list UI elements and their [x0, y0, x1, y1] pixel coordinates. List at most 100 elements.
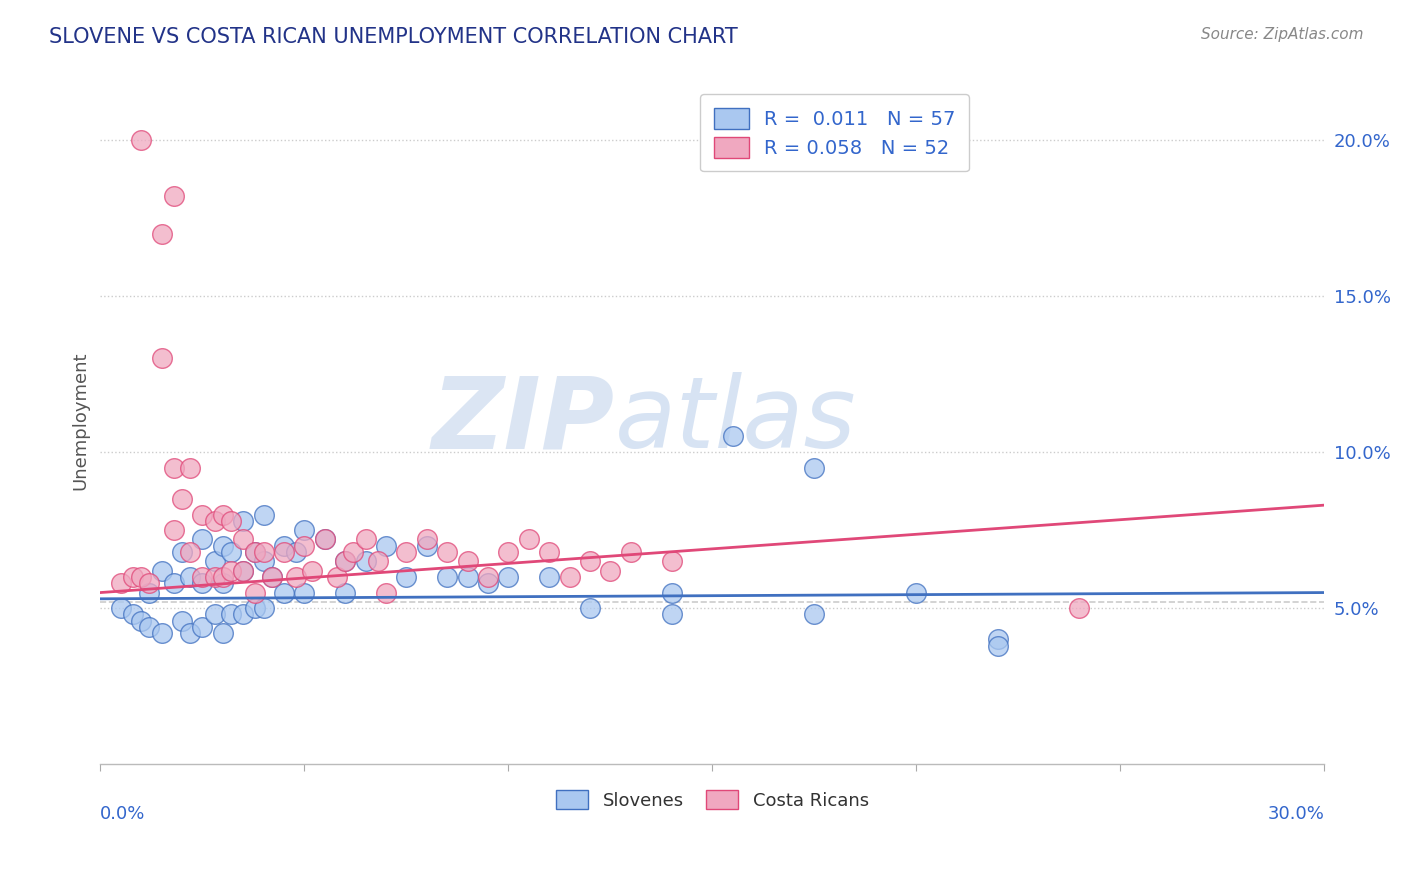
Point: [150, 626, 173, 640]
Point: [333, 585, 356, 599]
Point: [477, 570, 499, 584]
Point: [273, 585, 295, 599]
Point: [905, 585, 928, 599]
Point: [273, 545, 295, 559]
Point: [110, 601, 132, 615]
Point: [987, 632, 1010, 647]
Point: [163, 189, 186, 203]
Point: [538, 545, 561, 559]
Text: ZIP: ZIP: [432, 372, 614, 469]
Text: 30.0%: 30.0%: [1267, 805, 1324, 823]
Point: [138, 585, 160, 599]
Point: [374, 539, 396, 553]
Point: [477, 576, 499, 591]
Point: [232, 564, 254, 578]
Point: [314, 533, 336, 547]
Point: [333, 554, 356, 568]
Point: [1069, 601, 1091, 615]
Point: [292, 539, 315, 553]
Point: [129, 614, 152, 628]
Point: [163, 523, 186, 537]
Y-axis label: Unemployment: Unemployment: [72, 351, 89, 490]
Point: [661, 607, 683, 622]
Point: [260, 570, 283, 584]
Point: [436, 545, 458, 559]
Point: [245, 545, 267, 559]
Point: [219, 564, 242, 578]
Point: [498, 545, 520, 559]
Point: [150, 227, 173, 241]
Point: [354, 554, 377, 568]
Point: [260, 570, 283, 584]
Text: Source: ZipAtlas.com: Source: ZipAtlas.com: [1201, 27, 1364, 42]
Point: [436, 570, 458, 584]
Legend: Slovenes, Costa Ricans: Slovenes, Costa Ricans: [548, 783, 876, 817]
Point: [163, 576, 186, 591]
Point: [457, 554, 479, 568]
Point: [292, 523, 315, 537]
Point: [367, 554, 389, 568]
Point: [245, 545, 267, 559]
Point: [333, 554, 356, 568]
Point: [661, 554, 683, 568]
Point: [191, 533, 214, 547]
Point: [517, 533, 540, 547]
Point: [416, 533, 439, 547]
Point: [314, 533, 336, 547]
Point: [987, 639, 1010, 653]
Point: [416, 539, 439, 553]
Point: [558, 570, 581, 584]
Point: [138, 620, 160, 634]
Point: [803, 460, 825, 475]
Point: [252, 508, 274, 522]
Point: [721, 429, 744, 443]
Point: [326, 570, 349, 584]
Point: [191, 570, 214, 584]
Point: [245, 601, 267, 615]
Point: [252, 545, 274, 559]
Point: [211, 539, 233, 553]
Point: [122, 570, 145, 584]
Point: [219, 514, 242, 528]
Point: [129, 133, 152, 147]
Point: [395, 570, 418, 584]
Point: [110, 576, 132, 591]
Point: [661, 585, 683, 599]
Point: [232, 607, 254, 622]
Point: [457, 570, 479, 584]
Point: [179, 570, 201, 584]
Point: [803, 607, 825, 622]
Point: [211, 626, 233, 640]
Text: atlas: atlas: [614, 372, 856, 469]
Point: [232, 564, 254, 578]
Point: [374, 585, 396, 599]
Point: [211, 570, 233, 584]
Point: [179, 460, 201, 475]
Point: [301, 564, 323, 578]
Point: [252, 601, 274, 615]
Point: [285, 545, 308, 559]
Point: [219, 545, 242, 559]
Text: SLOVENE VS COSTA RICAN UNEMPLOYMENT CORRELATION CHART: SLOVENE VS COSTA RICAN UNEMPLOYMENT CORR…: [49, 27, 738, 46]
Point: [129, 570, 152, 584]
Point: [204, 554, 226, 568]
Point: [179, 626, 201, 640]
Point: [191, 620, 214, 634]
Point: [579, 601, 602, 615]
Point: [204, 607, 226, 622]
Point: [163, 460, 186, 475]
Point: [219, 607, 242, 622]
Point: [138, 576, 160, 591]
Point: [599, 564, 621, 578]
Point: [252, 554, 274, 568]
Point: [150, 351, 173, 366]
Point: [150, 564, 173, 578]
Point: [538, 570, 561, 584]
Point: [354, 533, 377, 547]
Point: [122, 607, 145, 622]
Point: [620, 545, 643, 559]
Point: [191, 508, 214, 522]
Point: [292, 585, 315, 599]
Point: [179, 545, 201, 559]
Point: [170, 545, 193, 559]
